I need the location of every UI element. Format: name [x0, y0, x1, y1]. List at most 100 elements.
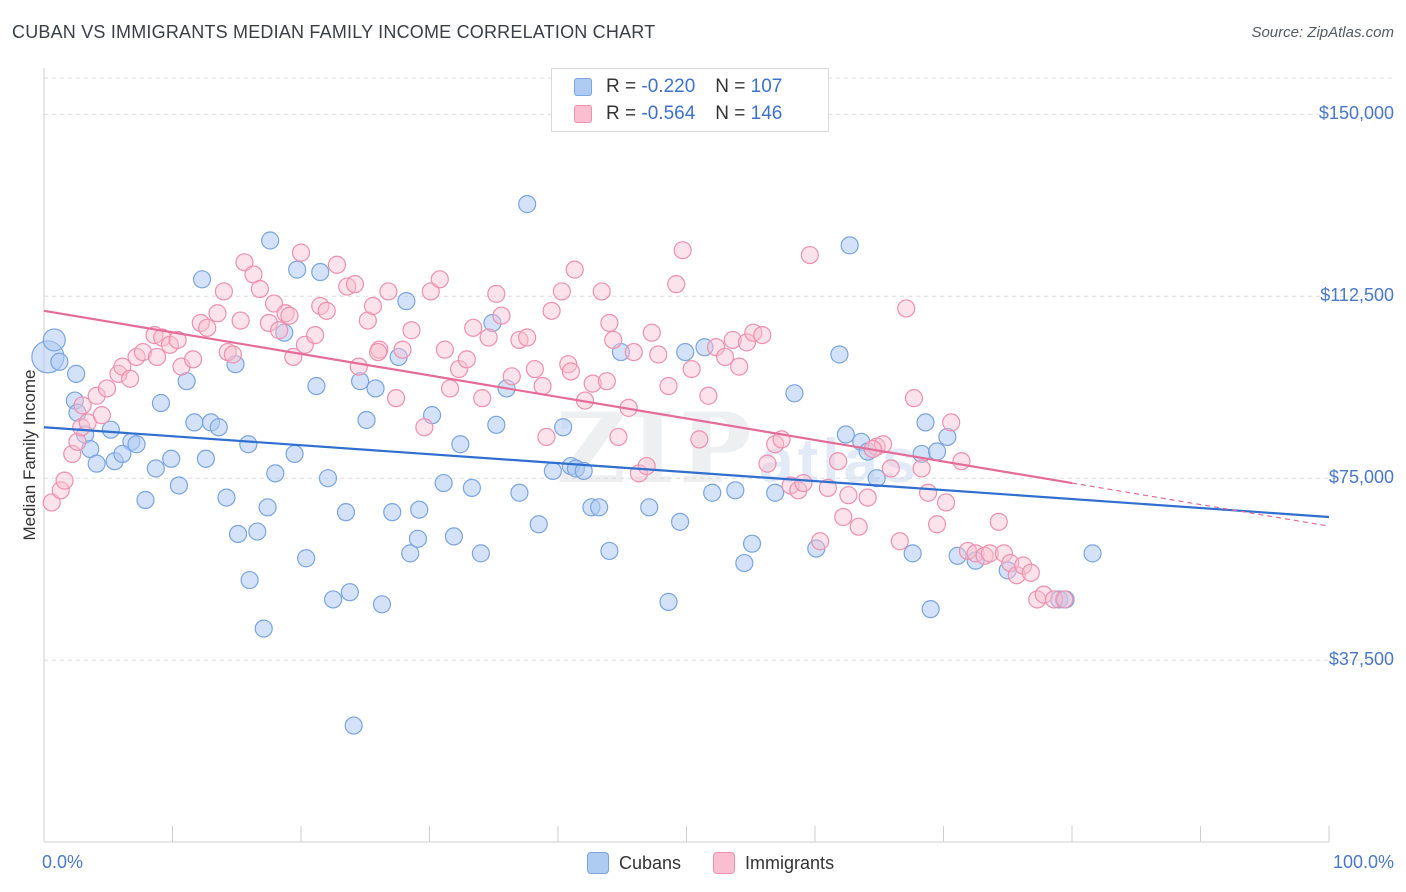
immigrants-point [565, 260, 584, 279]
immigrants-point [849, 517, 868, 536]
cubans-point [518, 195, 537, 214]
immigrants-point [42, 493, 61, 512]
cubans-point [336, 503, 356, 522]
cubans-point [916, 413, 935, 432]
immigrants-point [737, 333, 756, 352]
immigrants-point [259, 313, 278, 333]
immigrants-point [393, 340, 412, 359]
immigrants-point [730, 357, 749, 376]
cubans-point [248, 522, 267, 541]
cubans-point [703, 483, 722, 502]
immigrants-point [890, 532, 909, 551]
cubans-point [288, 260, 307, 279]
immigrants-point [291, 243, 311, 262]
immigrants-point [402, 321, 421, 340]
immigrants-point [858, 488, 877, 507]
immigrants-point [270, 321, 289, 340]
immigrants-point [912, 459, 931, 478]
cubans-point [324, 590, 343, 609]
cubans-point [948, 546, 967, 565]
immigrants-point [317, 301, 336, 320]
immigrants-point [214, 282, 233, 301]
immigrants-point [369, 342, 388, 362]
immigrants-point [682, 359, 701, 379]
legend-r-value-cubans: -0.220 [641, 76, 696, 97]
immigrants-point [758, 454, 777, 473]
trend-lines [43, 309, 1330, 527]
immigrants-point [250, 279, 269, 299]
immigrants-point [55, 471, 74, 490]
immigrants-point [723, 330, 742, 350]
cubans-point [146, 459, 165, 478]
immigrants-point [699, 386, 718, 405]
immigrants-point [183, 350, 203, 369]
immigrants-trend-extension [1071, 482, 1330, 527]
immigrants-point [386, 389, 406, 408]
cubans-point [590, 498, 609, 517]
cubans-point [462, 478, 482, 497]
legend-n-label: N = [715, 76, 746, 97]
legend-swatch-cubans [574, 78, 592, 96]
immigrants-point [609, 427, 628, 447]
immigrants-point [208, 304, 227, 323]
cubans-point [640, 498, 659, 517]
immigrants-point [280, 306, 299, 325]
immigrants-point [1044, 590, 1064, 609]
cubans-point [676, 342, 695, 362]
cubans-point [366, 379, 385, 398]
cubans-point [735, 553, 754, 573]
immigrants-point [952, 452, 971, 471]
immigrants-point [492, 306, 511, 325]
immigrants-point [637, 456, 656, 476]
cubans-point [351, 372, 370, 391]
immigrants-point [753, 325, 772, 345]
cubans-point [239, 435, 258, 454]
cubans-point [42, 328, 66, 352]
immigrants-point [73, 396, 92, 415]
immigrants-point [97, 379, 117, 398]
immigrants-point [68, 432, 87, 451]
immigrants-point [904, 389, 924, 408]
cubans-point [785, 384, 804, 403]
cubans-trend-line [43, 426, 1330, 519]
immigrants-point [994, 544, 1013, 563]
cubans-point [67, 364, 86, 383]
cubans-point [192, 270, 212, 289]
cubans-point [397, 292, 416, 311]
legend-r-label: R = [606, 103, 637, 124]
immigrants-point [235, 253, 254, 272]
immigrants-point [231, 311, 250, 330]
legend-n-label: N = [715, 103, 746, 124]
immigrants-point [153, 328, 172, 347]
immigrants-point [600, 313, 619, 333]
immigrants-point [415, 418, 434, 437]
cubans-point [196, 449, 216, 468]
cubans-point [574, 461, 593, 481]
immigrants-point [1034, 585, 1053, 604]
cubans-point [444, 527, 464, 546]
immigrants-point [1014, 556, 1033, 575]
immigrants-point [897, 299, 916, 318]
immigrants-point [421, 282, 440, 301]
immigrants-point [829, 452, 848, 471]
cubans-point [840, 236, 859, 255]
immigrants-point [794, 473, 813, 493]
cubans-point [285, 444, 304, 464]
watermark-zip: ZIP [556, 392, 756, 505]
immigrants-point [172, 357, 191, 376]
immigrants-point [642, 323, 661, 342]
series-swatch-immigrants [713, 852, 736, 874]
immigrants-point [542, 301, 561, 320]
immigrants-point [147, 347, 167, 367]
cubans-point [938, 427, 957, 447]
cubans-point [554, 418, 573, 437]
legend-r-label: R = [606, 76, 637, 97]
immigrants-point [518, 328, 537, 347]
cubans-point [162, 449, 181, 468]
x-tick-label-min: 0.0% [42, 852, 84, 872]
series-legend-immigrants: Immigrants [713, 852, 834, 874]
cubans-point [217, 488, 236, 507]
immigrants-point [1021, 563, 1040, 582]
cubans-point [487, 415, 506, 434]
